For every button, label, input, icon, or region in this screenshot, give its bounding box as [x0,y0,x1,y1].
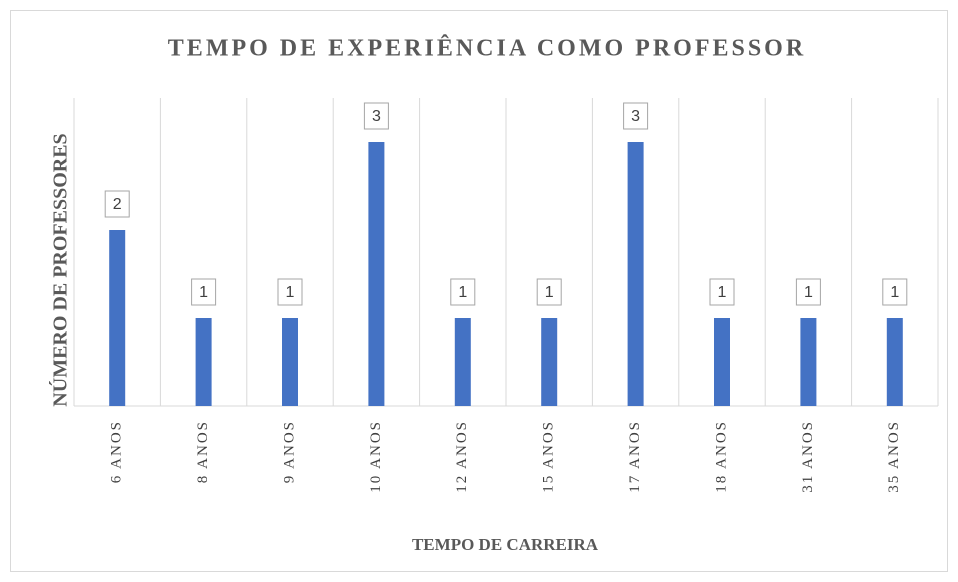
data-label-box [536,278,562,306]
bar [714,318,730,406]
data-label-box [882,278,908,306]
x-tick-label: 17 ANOS [627,420,643,493]
bar [368,142,385,406]
x-tick-label: 8 ANOS [195,420,211,483]
data-label-box [363,102,389,130]
bar [541,318,558,406]
bar [800,318,817,406]
x-tick-label: 35 ANOS [886,420,902,493]
x-tick-label: 10 ANOS [368,420,384,493]
data-label-box [709,278,735,306]
data-label: 2 [113,196,122,213]
bar [282,318,298,406]
chart-border [10,10,948,572]
bar [886,318,903,406]
x-axis-title: TEMPO DE CARREIRA [412,535,599,554]
data-label-box [191,278,217,306]
data-label-box [277,278,303,306]
x-tick-label: 6 ANOS [109,420,125,483]
bar [195,318,212,406]
x-tick-label: 15 ANOS [541,420,557,493]
x-tick-label: 9 ANOS [281,420,297,483]
data-label-box [450,278,476,306]
x-tick-label: 31 ANOS [800,420,816,493]
chart-title: TEMPO DE EXPERIÊNCIA COMO PROFESSOR [168,35,806,62]
data-label: 1 [286,284,295,301]
data-label-box [623,102,649,130]
data-label-box [795,278,821,306]
bar [454,318,471,406]
data-label: 1 [890,284,899,301]
data-label: 1 [199,284,208,301]
data-label: 1 [718,284,727,301]
data-label-box [104,190,130,218]
data-label: 1 [458,284,467,301]
bar [627,142,644,406]
data-label: 3 [631,108,640,125]
bar [109,230,126,406]
y-axis-title: NÚMERO DE PROFESSORES [48,133,72,406]
data-label: 1 [804,284,813,301]
data-label: 1 [545,284,554,301]
x-tick-label: 12 ANOS [454,420,470,493]
data-label: 3 [372,108,381,125]
x-tick-label: 18 ANOS [713,420,729,493]
